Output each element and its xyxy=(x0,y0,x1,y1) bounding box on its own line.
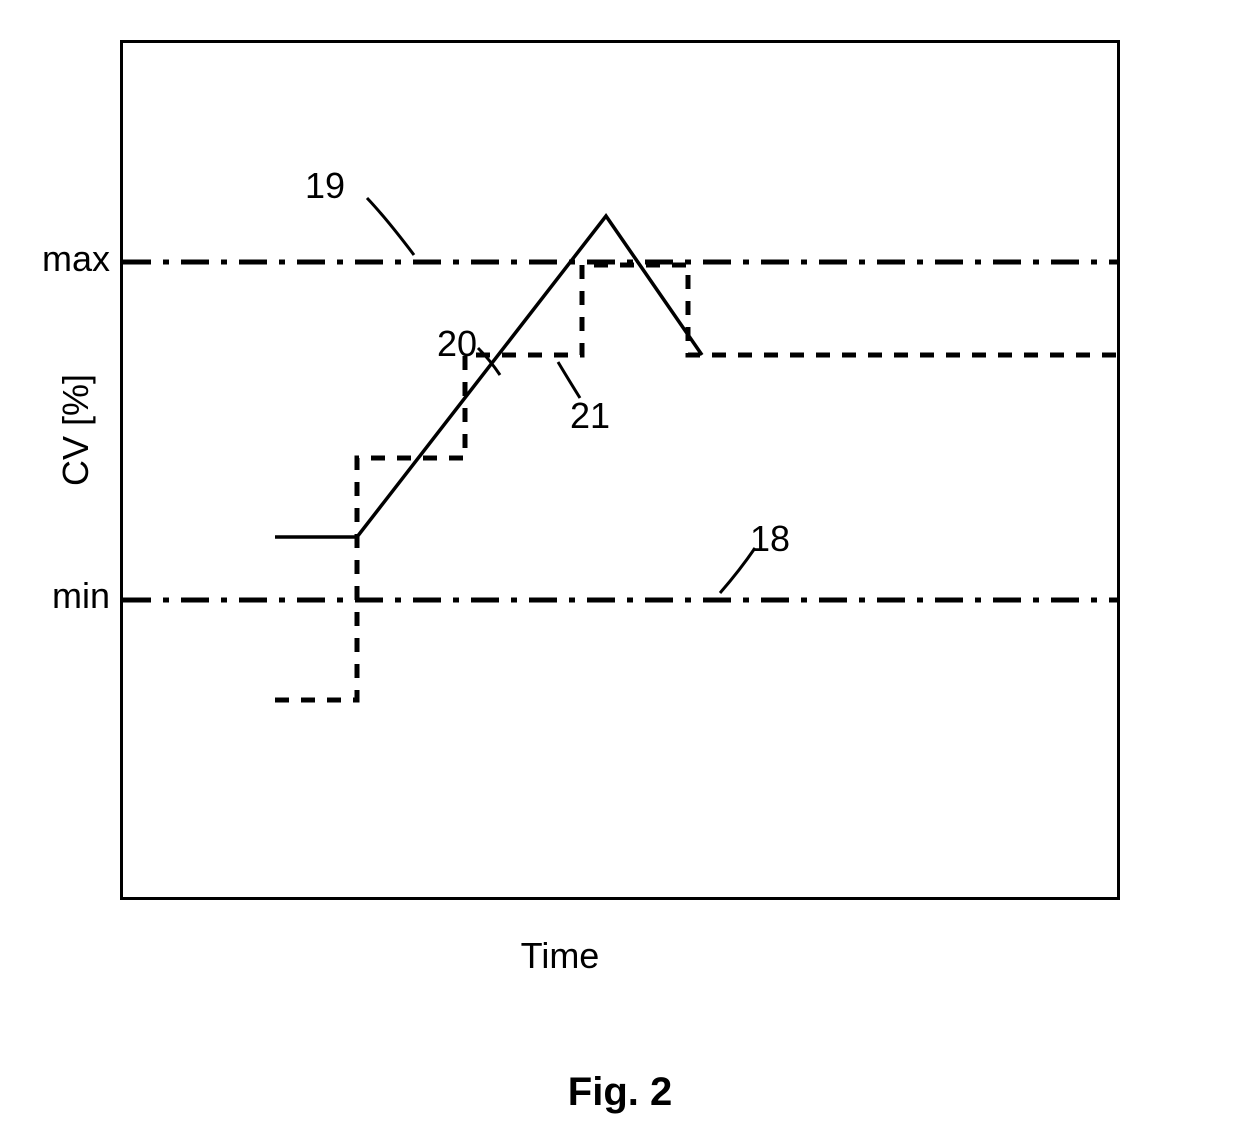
series-21 xyxy=(275,265,1120,700)
series-label-21: 21 xyxy=(570,395,610,437)
ref-label-18: 18 xyxy=(750,518,790,560)
series-label-20: 20 xyxy=(437,323,477,365)
y-axis-left-label: CV [%] xyxy=(55,374,97,486)
callout-hook-19 xyxy=(367,198,414,255)
plot-svg xyxy=(120,40,1120,900)
ref-label-19: 19 xyxy=(305,165,345,207)
callout-hook-20 xyxy=(478,348,500,375)
y-tick-min: min xyxy=(30,575,110,617)
figure-caption: Fig. 2 xyxy=(568,1070,672,1115)
y-tick-max: max xyxy=(30,238,110,280)
x-axis-label: Time xyxy=(521,935,600,977)
chart-container: 19 18 20 21 xyxy=(120,40,1120,900)
callout-hook-21 xyxy=(558,362,580,398)
